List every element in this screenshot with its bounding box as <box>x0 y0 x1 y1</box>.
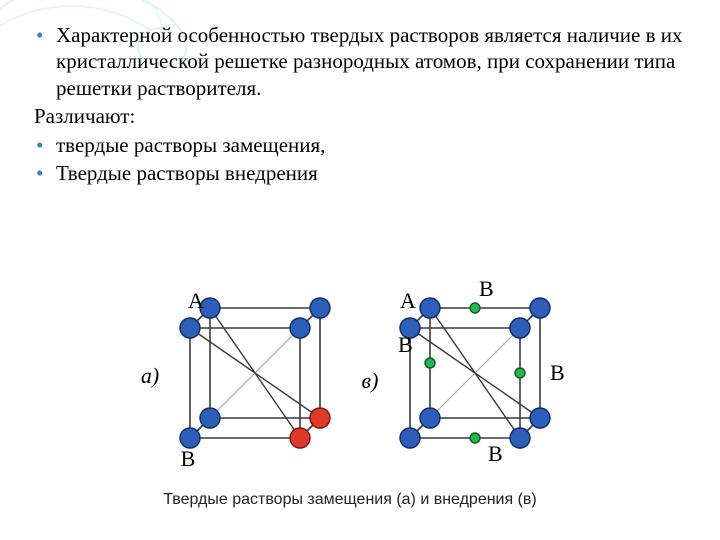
svg-text:в): в) <box>362 368 379 393</box>
bullet-1: Характерной особенностью твердых раствор… <box>56 22 690 101</box>
text-content: Характерной особенностью твердых раствор… <box>34 22 690 189</box>
bullet-3: Твердые растворы внедрения <box>56 160 690 186</box>
svg-text:A: A <box>400 288 416 313</box>
svg-text:B: B <box>479 278 494 301</box>
svg-text:B: B <box>550 360 565 385</box>
svg-text:A: A <box>188 288 204 313</box>
svg-text:B: B <box>181 446 196 471</box>
svg-text:B: B <box>488 441 503 466</box>
bullet-2: твердые растворы замещения, <box>56 132 690 158</box>
plain-line: Различают: <box>34 103 690 130</box>
diagram-caption: Твердые растворы замещения (а) и внедрен… <box>110 491 590 509</box>
svg-text:a): a) <box>141 363 159 388</box>
lattice-diagram: a)ABв)ABBBB Твердые растворы замещения (… <box>110 278 590 508</box>
svg-text:B: B <box>398 332 413 357</box>
